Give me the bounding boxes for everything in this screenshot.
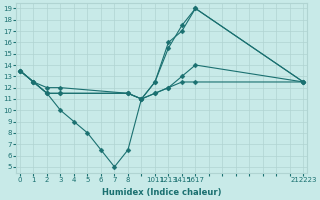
X-axis label: Humidex (Indice chaleur): Humidex (Indice chaleur) bbox=[102, 188, 221, 197]
